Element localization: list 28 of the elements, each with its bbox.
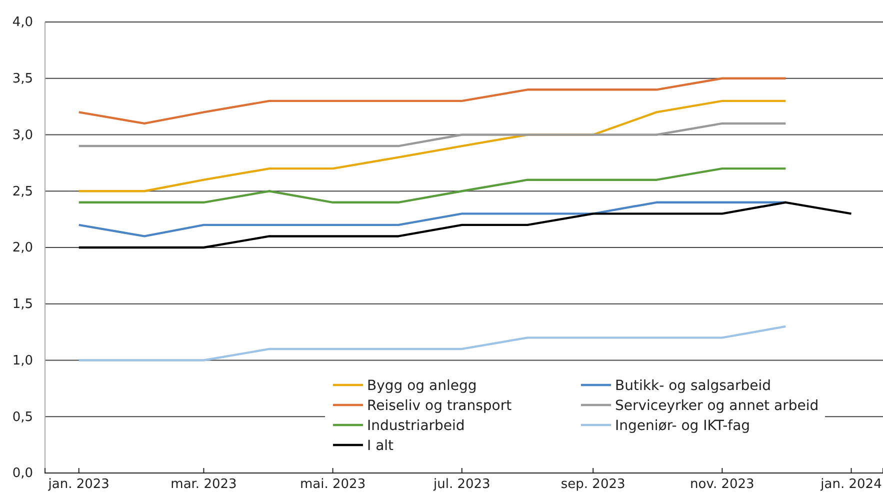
- y-tick-label: 2,0: [12, 240, 33, 256]
- legend-label: I alt: [367, 438, 394, 454]
- x-tick-label: jan. 2024: [820, 477, 882, 492]
- legend-label: Industriarbeid: [367, 418, 465, 434]
- line-series: [78, 201, 852, 249]
- y-tick-label: 0,5: [12, 410, 33, 425]
- x-tick-label: mar. 2023: [170, 477, 237, 492]
- legend-label: Bygg og anlegg: [367, 378, 477, 394]
- line-series: [78, 325, 787, 362]
- legend-label: Reiseliv og transport: [367, 398, 512, 414]
- y-tick-label: 0,0: [12, 466, 33, 482]
- y-tick-label: 1,5: [12, 297, 33, 312]
- x-tick-label: mai. 2023: [300, 477, 366, 492]
- x-tick-label: jul. 2023: [432, 477, 490, 492]
- y-tick-label: 1,0: [12, 353, 33, 368]
- x-tick-label: jan. 2023: [47, 477, 110, 492]
- line-series: [78, 100, 787, 192]
- legend-label: Serviceyrker og annet arbeid: [615, 398, 819, 414]
- y-tick-label: 2,5: [12, 184, 33, 200]
- legend-label: Ingeniør- og IKT-fag: [615, 418, 750, 434]
- x-tick-label: sep. 2023: [560, 477, 626, 492]
- y-tick-label: 4,0: [12, 15, 33, 30]
- y-tick-label: 3,5: [12, 72, 33, 87]
- y-tick-label: 3,0: [12, 128, 33, 143]
- legend-label: Butikk- og salgsarbeid: [615, 378, 772, 394]
- x-tick-label: nov. 2023: [690, 477, 754, 492]
- line-series: [78, 167, 787, 204]
- line-series: [78, 77, 787, 125]
